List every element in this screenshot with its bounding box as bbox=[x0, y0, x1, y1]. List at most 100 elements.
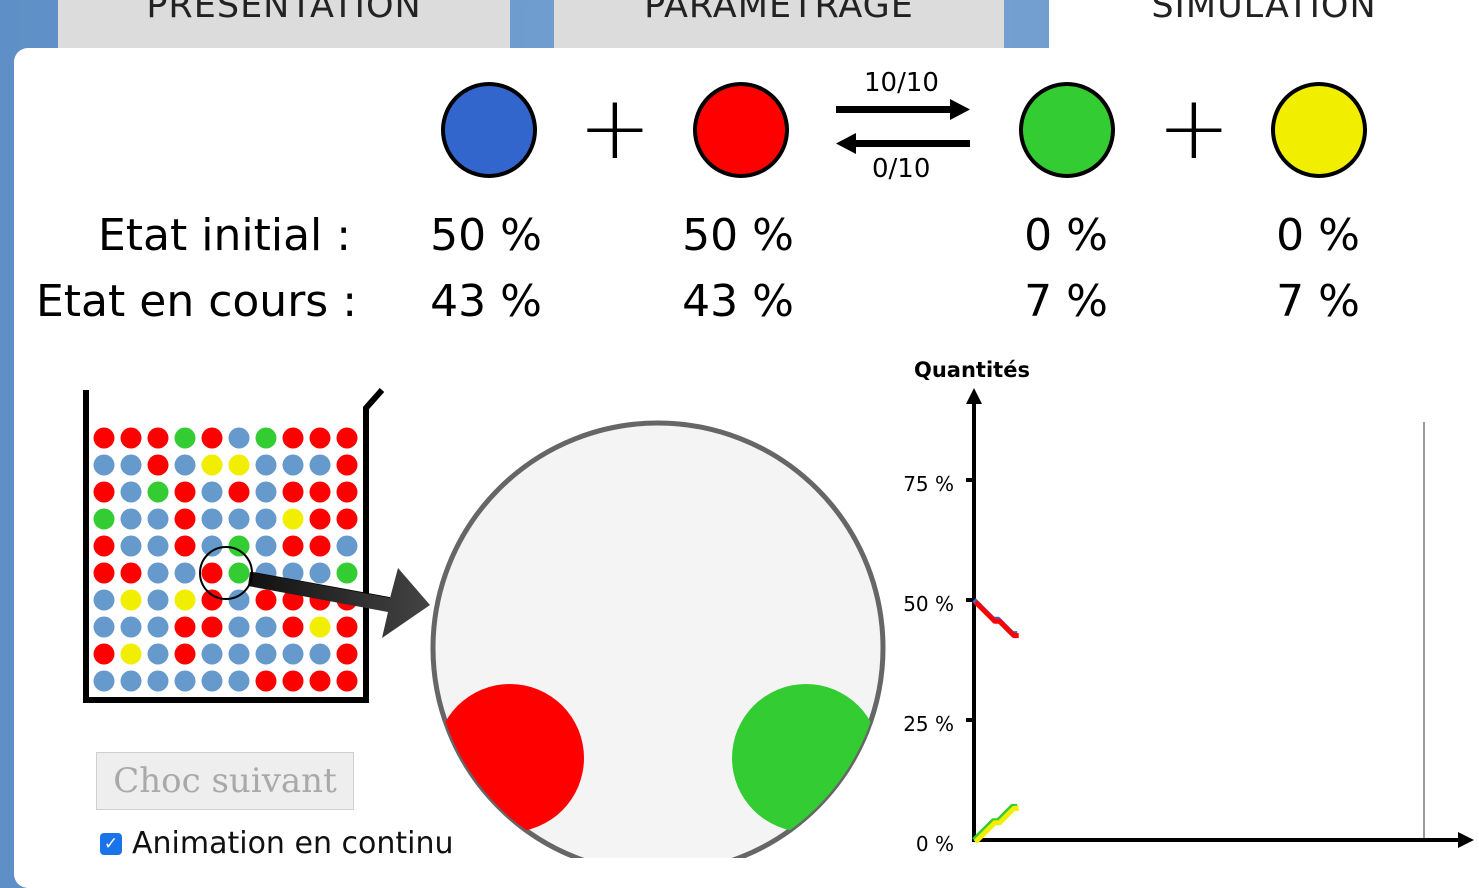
particle bbox=[93, 481, 115, 503]
next-collision-button[interactable]: Choc suivant bbox=[96, 752, 354, 810]
particle bbox=[228, 643, 250, 665]
particle bbox=[201, 481, 223, 503]
continuous-animation-row[interactable]: ✓ Animation en continu bbox=[100, 826, 453, 861]
y-tick-50: 50 % bbox=[903, 592, 954, 616]
particle bbox=[174, 562, 196, 584]
particle bbox=[201, 643, 223, 665]
particle bbox=[120, 616, 142, 638]
particle bbox=[93, 427, 115, 449]
zoom-arrow-icon bbox=[248, 568, 430, 638]
particle bbox=[93, 589, 115, 611]
particle bbox=[174, 616, 196, 638]
zoom-selection-circle bbox=[199, 546, 253, 600]
particle bbox=[309, 454, 331, 476]
particle bbox=[174, 535, 196, 557]
collision-zoom-view bbox=[430, 420, 886, 858]
particle bbox=[255, 427, 277, 449]
particle bbox=[255, 589, 277, 611]
particle bbox=[282, 670, 304, 692]
quantities-chart bbox=[966, 388, 1474, 848]
particle bbox=[282, 562, 304, 584]
series-line bbox=[973, 600, 1019, 639]
particle bbox=[336, 481, 358, 503]
continuous-animation-checkbox[interactable]: ✓ bbox=[100, 832, 122, 855]
particle bbox=[255, 643, 277, 665]
particle bbox=[309, 535, 331, 557]
tab-presentation[interactable]: PRÉSENTATION bbox=[58, 0, 510, 48]
particle bbox=[228, 535, 250, 557]
initial-blue-value: 50 % bbox=[430, 210, 542, 261]
particle bbox=[282, 454, 304, 476]
particle bbox=[120, 589, 142, 611]
particle bbox=[147, 643, 169, 665]
y-tick-mark bbox=[966, 478, 974, 482]
particle bbox=[174, 481, 196, 503]
plus-sign-2: + bbox=[1157, 76, 1231, 179]
particle bbox=[282, 616, 304, 638]
particle bbox=[147, 454, 169, 476]
x-axis-arrowhead bbox=[1458, 832, 1474, 848]
particle bbox=[120, 643, 142, 665]
particle bbox=[336, 535, 358, 557]
particle bbox=[336, 427, 358, 449]
continuous-animation-label: Animation en continu bbox=[132, 826, 454, 861]
current-blue-value: 43 % bbox=[430, 276, 542, 327]
particle bbox=[282, 643, 304, 665]
tab-parametrage[interactable]: PARAMÉTRAGE bbox=[554, 0, 1004, 48]
particle bbox=[255, 535, 277, 557]
particle bbox=[201, 427, 223, 449]
particle bbox=[147, 427, 169, 449]
current-red-value: 43 % bbox=[682, 276, 794, 327]
particle bbox=[120, 481, 142, 503]
y-tick-25: 25 % bbox=[903, 712, 954, 736]
particle bbox=[147, 535, 169, 557]
initial-state-label: Etat initial : bbox=[98, 210, 352, 261]
particle bbox=[309, 643, 331, 665]
current-state-label: Etat en cours : bbox=[36, 276, 358, 327]
particle bbox=[228, 508, 250, 530]
particle bbox=[336, 508, 358, 530]
particle bbox=[228, 562, 250, 584]
zoom-green-particle bbox=[732, 684, 880, 832]
particle bbox=[147, 616, 169, 638]
y-tick-0: 0 % bbox=[915, 832, 954, 856]
particle bbox=[201, 616, 223, 638]
particle bbox=[174, 454, 196, 476]
particle bbox=[93, 454, 115, 476]
backward-rate: 0/10 bbox=[872, 154, 931, 184]
particle bbox=[201, 454, 223, 476]
particle bbox=[93, 643, 115, 665]
initial-green-value: 0 % bbox=[1024, 210, 1108, 261]
particle bbox=[93, 535, 115, 557]
particle bbox=[120, 535, 142, 557]
particle bbox=[228, 670, 250, 692]
particle bbox=[120, 427, 142, 449]
particle bbox=[93, 508, 115, 530]
species-blue-circle bbox=[441, 82, 537, 178]
particle bbox=[147, 562, 169, 584]
particle bbox=[282, 427, 304, 449]
y-axis-arrowhead bbox=[966, 388, 982, 404]
particle bbox=[201, 535, 223, 557]
particle bbox=[309, 427, 331, 449]
particle bbox=[255, 481, 277, 503]
particle bbox=[255, 508, 277, 530]
particle bbox=[309, 562, 331, 584]
y-tick-mark bbox=[966, 598, 974, 602]
tab-simulation[interactable]: SIMULATION bbox=[1049, 0, 1479, 48]
particle bbox=[255, 454, 277, 476]
particle bbox=[174, 508, 196, 530]
particle bbox=[336, 562, 358, 584]
particle bbox=[228, 427, 250, 449]
forward-rate: 10/10 bbox=[864, 68, 939, 98]
particle bbox=[174, 643, 196, 665]
particle bbox=[201, 670, 223, 692]
species-red-circle bbox=[693, 82, 789, 178]
particle bbox=[336, 643, 358, 665]
species-green-circle bbox=[1019, 82, 1115, 178]
particle bbox=[93, 616, 115, 638]
particle bbox=[282, 508, 304, 530]
particle bbox=[93, 562, 115, 584]
equilibrium-arrows-icon bbox=[834, 98, 972, 162]
particle bbox=[120, 562, 142, 584]
